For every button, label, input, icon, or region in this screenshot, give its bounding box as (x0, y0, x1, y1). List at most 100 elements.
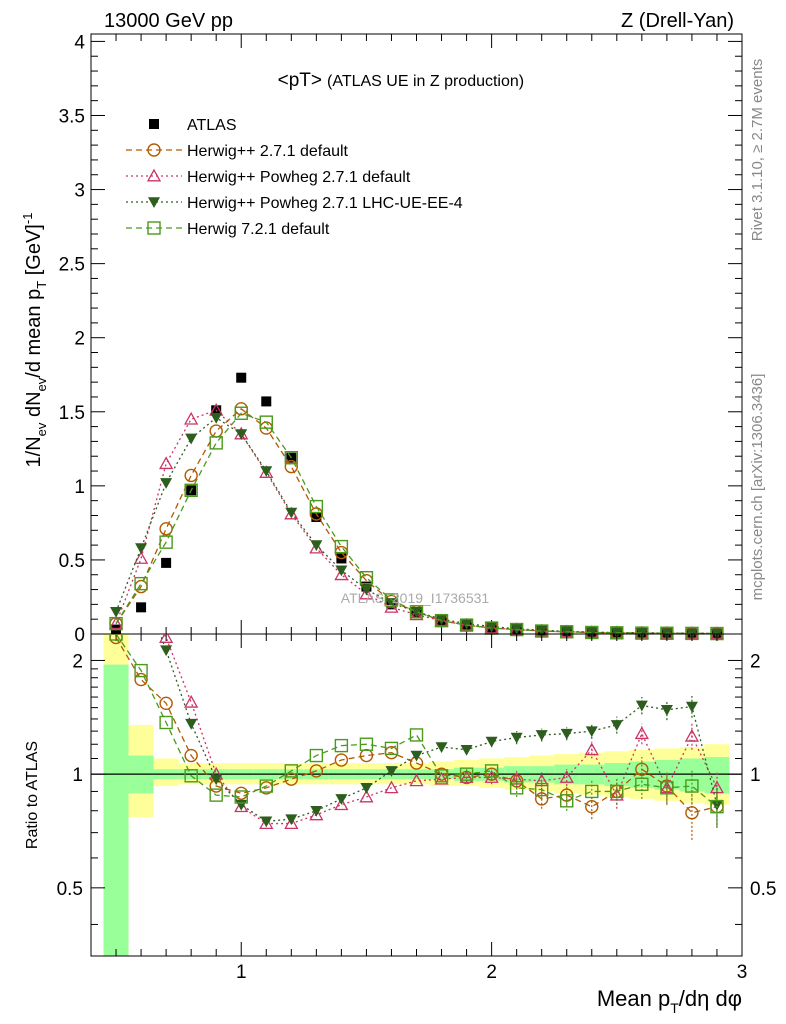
data-point (409, 607, 424, 621)
ratio-data-point (585, 799, 599, 814)
data-point (234, 406, 248, 420)
ratio-data-point (184, 748, 198, 763)
ratio-data-point (234, 790, 248, 804)
ratio-data-point (185, 718, 198, 730)
ratio-data-point (585, 784, 599, 799)
data-point (360, 584, 373, 596)
legend-item-atlas: ATLAS (149, 117, 237, 134)
ratio-data-point (384, 780, 399, 794)
ratio-data-point (534, 782, 549, 797)
data-point (359, 571, 374, 585)
data-point (434, 613, 449, 628)
main-ylabel: 1/Nev dNev/d mean pT [GeV]-1 (20, 213, 49, 468)
ratio-data-point (634, 726, 649, 740)
legend-label: Herwig++ Powheg 2.7.1 LHC-UE-EE-4 (187, 195, 463, 212)
ratio-data-point (309, 807, 324, 821)
data-point (210, 412, 223, 424)
data-point (184, 411, 199, 425)
main-ytick-label: 1 (74, 477, 85, 498)
legend-item-herwig-2-7-1-default: Herwig++ 2.7.1 default (126, 143, 349, 160)
ratio-data-point (210, 774, 223, 786)
ratio-series-herwig-7-2-1-default (109, 634, 724, 829)
ratio-data-point (509, 781, 524, 795)
main-ytick-label: 2 (74, 329, 85, 350)
data-point (285, 507, 298, 519)
ratio-data-point (160, 645, 173, 657)
ratio-data-point (684, 728, 700, 742)
data-point (259, 415, 273, 429)
legend: ATLAS Herwig++ 2.7.1 default Herwig++ Powh… (126, 117, 463, 238)
ratio-data-point (159, 715, 173, 730)
ratio-data-point (459, 767, 474, 781)
ratio-data-point (635, 777, 649, 791)
ratio-data-point (685, 701, 698, 713)
ratio-data-point (109, 634, 123, 641)
ratio-data-point (309, 764, 324, 778)
ratio-data-point (359, 737, 374, 751)
ratio-data-point (459, 770, 474, 783)
main-ytick-label: 0.5 (59, 551, 85, 572)
ratio-data-point (635, 762, 649, 776)
ratio-data-point (159, 634, 174, 643)
ratio-data-point (209, 788, 223, 802)
ratio-data-point (685, 806, 699, 820)
data-point (108, 616, 124, 630)
ratio-series-line (115, 637, 718, 814)
ratio-data-point (584, 742, 599, 756)
stat-uncertainty-band (704, 757, 730, 794)
data-point (259, 465, 274, 478)
ratio-data-point (184, 694, 199, 708)
series-line (115, 412, 717, 635)
data-point (459, 618, 474, 632)
analysis-watermark: ATLAS_2019_I1736531 (341, 590, 490, 606)
data-point (160, 478, 173, 489)
data-point (185, 433, 198, 445)
ratio-data-point (284, 764, 299, 778)
xtick-label: 2 (486, 962, 497, 983)
main-ytick-label: 0 (74, 625, 85, 646)
legend-label: Herwig++ Powheg 2.7.1 default (187, 169, 411, 186)
ratio-data-point (134, 672, 148, 687)
data-point (485, 621, 498, 633)
ratio-data-point (234, 786, 248, 800)
ratio-data-point (110, 505, 122, 516)
legend-marker (148, 197, 160, 208)
ratio-data-point (134, 663, 148, 678)
data-point (309, 499, 324, 514)
ratio-data-point (360, 783, 373, 794)
ratio-ytick-label: 2 (72, 651, 83, 672)
data-point (585, 627, 598, 639)
legend-item-herwig-powheg-2-7-1-default: Herwig++ Powheg 2.7.1 default (126, 168, 411, 186)
legend-marker (147, 143, 161, 157)
stat-uncertainty-band (103, 664, 129, 956)
ratio-ytick-label-right: 1 (750, 765, 761, 786)
data-point (159, 456, 174, 470)
ratio-data-point (310, 805, 323, 817)
ratio-data-point (259, 779, 273, 793)
ratio-data-point (635, 700, 648, 712)
main-title: <pT> (278, 70, 322, 91)
main-subtitle: (ATLAS UE in Z production) (327, 73, 524, 90)
data-point (110, 606, 123, 618)
ratio-data-point (284, 772, 299, 786)
legend-item-herwig-powheg-2-7-1-lhc-ue-ee-4: Herwig++ Powheg 2.7.1 LHC-UE-EE-4 (126, 195, 463, 212)
legend-label: Herwig++ 2.7.1 default (187, 143, 349, 160)
ratio-ytick-label-right: 2 (750, 651, 761, 672)
data-point (311, 511, 322, 522)
main-ytick-label: 3.5 (59, 106, 85, 127)
ratio-ytick-label: 1 (72, 765, 83, 786)
data-point (635, 628, 648, 639)
ratio-data-point (660, 705, 673, 716)
ratio-data-point (460, 745, 473, 756)
ratio-series-layer (109, 505, 725, 840)
ratio-data-point (334, 797, 349, 811)
main-ytick-label: 1.5 (59, 403, 85, 424)
ratio-data-point (334, 738, 349, 753)
legend-label: Herwig 7.2.1 default (187, 221, 330, 238)
ratio-data-point (435, 742, 448, 753)
ratio-data-point (484, 764, 499, 778)
data-point (184, 468, 198, 483)
xtick-label: 3 (737, 962, 748, 983)
ratio-data-point (510, 732, 523, 744)
